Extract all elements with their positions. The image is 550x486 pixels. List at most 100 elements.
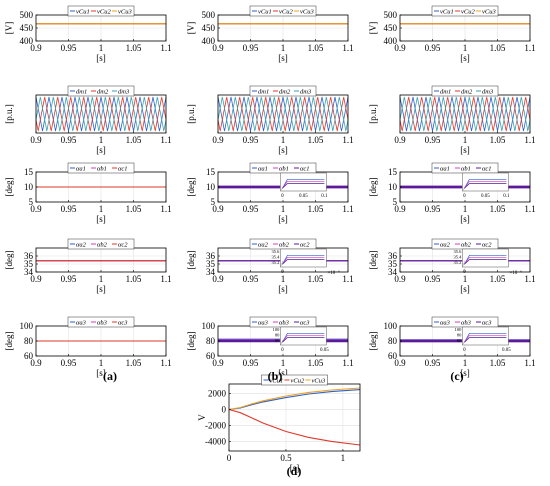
x-axis-label: [s]: [460, 368, 470, 378]
legend: vCu1 vCu2 vCu3: [261, 374, 328, 386]
inset: 0 0.05 0.1: [280, 172, 328, 199]
legend: vCu1 vCu2 vCu3: [249, 5, 317, 17]
y-axis-label: V: [197, 414, 207, 421]
inset-connector: [280, 339, 284, 346]
series-vCu1: [228, 389, 361, 411]
x-tick-label: 0.9: [394, 274, 406, 284]
legend-entry: αb1: [279, 166, 289, 173]
x-tick-label: 0.9: [212, 43, 224, 53]
x-tick-label: 1: [99, 358, 104, 368]
inset-trace: [282, 254, 325, 265]
inset-y-tick-label: 80: [457, 333, 462, 338]
inset-trace: [282, 337, 325, 343]
x-tick-label: 1.1: [160, 204, 171, 214]
x-tick-label: 1: [463, 135, 468, 145]
x-tick-label: 0.9: [212, 358, 224, 368]
legend-entry: αa1: [76, 166, 86, 173]
x-axis-label: [s]: [278, 214, 288, 224]
x-tick-label: 0.95: [243, 43, 259, 53]
subplot-a5: 0.9 0.95 1 1.05 1.1 60 80 100 [s] [deg] αa3 αb3 αc3: [4, 316, 172, 378]
x-tick-label: 0.9: [212, 274, 224, 284]
x-tick-label: 1: [281, 43, 286, 53]
y-tick-label: 80: [24, 336, 34, 346]
x-tick-label: 1.1: [160, 135, 171, 145]
subplot-b3: 0.9 0.95 1 1.05 1.1 5 10 15 [s] [deg] αa1 αb1 αc1 0 0.…: [186, 162, 354, 224]
legend-entry: αb2: [279, 242, 290, 249]
panel-label: (c): [450, 369, 463, 383]
inset-trace: [282, 257, 325, 265]
x-tick-label: 1.05: [490, 135, 506, 145]
series-dm3: [35, 96, 167, 132]
x-tick-label: 0.9: [212, 204, 224, 214]
inset-box: [462, 172, 509, 192]
x-tick-label: 0.95: [61, 43, 77, 53]
x-tick-label: 1.1: [342, 358, 353, 368]
legend-box: [67, 162, 135, 174]
x-tick-label: 0.95: [425, 358, 441, 368]
inset-exponent: ×10⁻⁴: [327, 270, 339, 276]
y-tick-label: 5: [211, 197, 216, 207]
y-axis-label: [V]: [4, 22, 14, 35]
legend-entry: dm3: [118, 89, 130, 96]
legend-entry: αb1: [97, 166, 107, 173]
x-tick-label: 1.1: [524, 204, 535, 214]
x-tick-label: 0.95: [243, 274, 259, 284]
x-tick-label: 1: [341, 453, 346, 463]
inset-trace: [464, 254, 507, 265]
x-tick-label: 1.05: [490, 358, 506, 368]
y-axis-label: [deg]: [186, 178, 196, 197]
legend-entry: αc2: [300, 242, 310, 249]
y-tick-label: 36: [388, 251, 398, 261]
x-axis-label: [s]: [278, 284, 288, 294]
x-tick-label: 1.1: [342, 274, 353, 284]
inset: 0 0.05 0.1: [462, 172, 510, 199]
y-tick-label: 35: [388, 259, 398, 269]
legend-entry: αb3: [279, 320, 290, 327]
x-axis-label: [s]: [96, 53, 106, 63]
y-axis-label: [deg]: [368, 251, 378, 270]
axes-box: [228, 383, 361, 452]
legend-box: [249, 5, 317, 17]
inset-box: [280, 248, 327, 268]
x-tick-label: 1: [463, 43, 468, 53]
x-tick-label: 1.05: [308, 43, 324, 53]
inset-trace: [464, 335, 507, 343]
x-tick-label: 1.05: [308, 204, 324, 214]
x-tick-label: 1: [99, 135, 104, 145]
y-tick-label: 500: [20, 10, 34, 20]
legend-entry: vCu1: [76, 9, 90, 16]
x-tick-label: 0.95: [61, 204, 77, 214]
y-tick-label: 2000: [208, 389, 227, 399]
inset-trace: [282, 335, 325, 343]
inset-x-tick-label: 0: [281, 194, 284, 199]
x-tick-label: 1: [281, 135, 286, 145]
y-axis-label: [p.u.]: [368, 104, 378, 124]
inset-trace: [282, 178, 325, 189]
x-tick-label: 1.05: [308, 358, 324, 368]
legend-entry: αc3: [300, 320, 310, 327]
legend-entry: αb1: [461, 166, 471, 173]
legend-entry: vCu1: [440, 9, 454, 16]
y-axis-label: [V]: [186, 22, 196, 35]
series-dm3: [399, 96, 531, 132]
y-tick-label: 100: [20, 321, 34, 331]
y-tick-label: 34: [206, 267, 216, 277]
inset-y-tick-label: 80: [275, 333, 280, 338]
inset-trace: [464, 332, 507, 343]
legend-entry: αc1: [118, 166, 128, 173]
legend-entry: αb3: [461, 320, 472, 327]
x-tick-label: 0.9: [30, 43, 42, 53]
legend-entry: vCu2: [291, 378, 305, 385]
legend-entry: dm3: [482, 89, 494, 96]
y-tick-label: 5: [29, 197, 34, 207]
x-tick-label: 1: [281, 274, 286, 284]
inset-y-tick-label: 100: [273, 327, 281, 332]
legend-entry: vCu1: [258, 9, 272, 16]
x-axis-label: [s]: [96, 145, 106, 155]
legend: αa2 αb2 αc2: [249, 238, 317, 250]
x-tick-label: 1: [99, 43, 104, 53]
